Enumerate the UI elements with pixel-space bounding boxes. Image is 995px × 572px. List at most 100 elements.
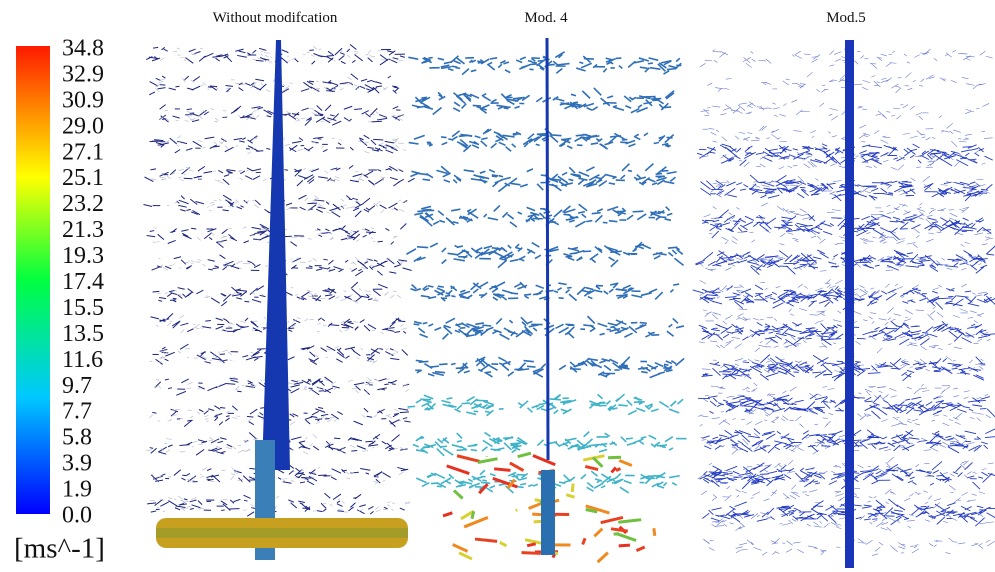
vector <box>550 399 561 400</box>
vector <box>307 203 317 204</box>
vector <box>421 97 427 98</box>
vector <box>476 400 488 401</box>
jet <box>156 528 408 538</box>
vector <box>482 480 487 481</box>
vector <box>484 372 491 373</box>
vector <box>527 366 536 367</box>
jet <box>547 38 548 460</box>
vector <box>327 56 334 57</box>
vector <box>563 214 570 215</box>
vector <box>520 484 526 485</box>
vector <box>423 179 430 180</box>
vector <box>622 139 628 140</box>
vector <box>662 447 666 448</box>
vector <box>417 247 428 248</box>
vector <box>654 142 659 143</box>
vector <box>560 402 565 403</box>
vector <box>573 102 578 103</box>
vector <box>872 519 877 520</box>
vector <box>806 338 812 339</box>
vector <box>471 450 477 451</box>
colorbar-tick-label: 0.0 <box>62 503 92 529</box>
vector <box>153 291 160 292</box>
colorbar-tick-label: 5.8 <box>62 425 92 451</box>
vector <box>365 441 372 442</box>
colorbar <box>16 46 50 514</box>
vector <box>318 475 327 476</box>
vector <box>392 384 396 385</box>
vector <box>373 139 383 140</box>
vector <box>633 211 644 212</box>
colorbar-tick-label: 32.9 <box>62 61 104 87</box>
vector <box>528 61 532 62</box>
vector <box>438 286 444 287</box>
vector <box>667 69 676 70</box>
vector <box>586 221 592 222</box>
vector <box>220 408 225 409</box>
jet <box>541 470 555 555</box>
vector <box>922 333 928 334</box>
vector <box>416 360 423 361</box>
vector <box>210 86 217 87</box>
vector <box>427 142 431 143</box>
vector <box>492 175 499 176</box>
vector <box>592 213 601 214</box>
vector <box>465 135 472 136</box>
colorbar-tick-label: 21.3 <box>62 217 104 243</box>
vector <box>927 442 933 443</box>
vector <box>524 361 534 362</box>
vector <box>567 287 571 288</box>
vector <box>500 257 506 258</box>
vector <box>455 68 460 69</box>
vector <box>441 137 447 138</box>
vector <box>462 403 470 404</box>
vector <box>439 364 447 365</box>
vector <box>191 228 196 229</box>
vector <box>207 479 211 480</box>
vector <box>428 57 432 58</box>
figure: 34.832.930.929.027.125.123.221.319.317.4… <box>0 0 995 572</box>
vector <box>626 438 633 439</box>
vector <box>587 446 591 447</box>
vector <box>591 143 598 144</box>
vector <box>610 251 622 252</box>
vector <box>618 405 627 406</box>
vector <box>428 286 434 287</box>
vector <box>221 510 225 511</box>
vector <box>482 325 491 326</box>
colorbar-tick-label: 23.2 <box>62 191 104 217</box>
colorbar-tick-label: 13.5 <box>62 321 104 347</box>
vector <box>378 241 383 242</box>
vector <box>664 364 668 365</box>
vector <box>301 477 311 478</box>
vector <box>657 475 663 476</box>
vector <box>586 139 590 140</box>
vector <box>532 62 537 63</box>
vector <box>767 263 773 264</box>
vector <box>435 372 445 373</box>
vector <box>430 366 439 367</box>
vector <box>572 484 573 492</box>
vector <box>398 321 405 322</box>
vector <box>170 300 176 301</box>
vector <box>648 63 653 64</box>
vector <box>237 391 241 392</box>
vector <box>963 147 973 148</box>
vector <box>175 86 179 87</box>
vector <box>865 401 872 402</box>
vector <box>478 62 483 63</box>
colorbar-tick-label: 29.0 <box>62 113 104 139</box>
vector <box>603 222 608 223</box>
vector <box>663 107 672 108</box>
vector <box>485 411 490 412</box>
vector <box>160 85 166 86</box>
vector <box>530 64 537 65</box>
vector <box>371 121 381 122</box>
vector <box>641 372 647 373</box>
colorbar-unit: [ms^-1] <box>14 533 105 565</box>
vector <box>668 247 678 248</box>
vector <box>337 511 344 512</box>
colorbar-tick-label: 25.1 <box>62 165 104 191</box>
vector <box>527 544 536 546</box>
colorbar-tick-label: 9.7 <box>62 373 92 399</box>
